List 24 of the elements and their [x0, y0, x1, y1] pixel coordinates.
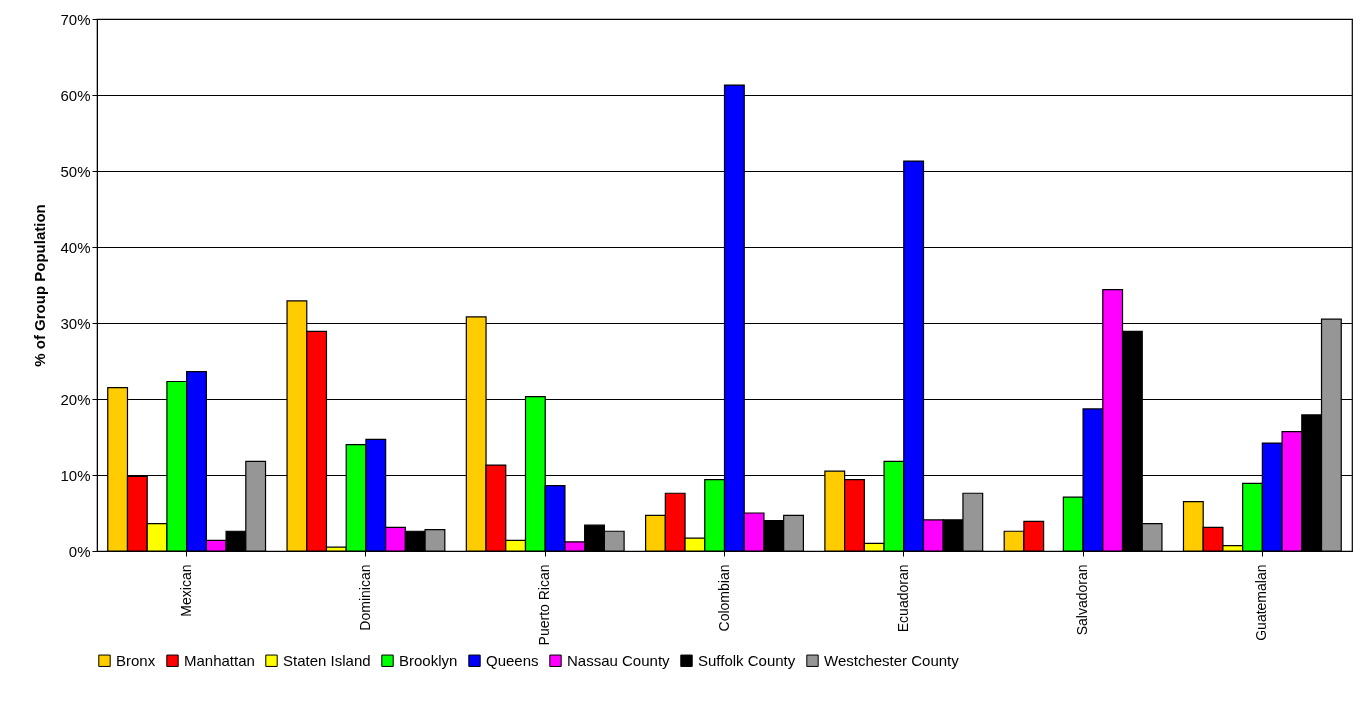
y-tick-label: 40% — [60, 238, 91, 256]
y-tick-label: 70% — [60, 10, 91, 28]
x-tick-label: Colombian — [715, 564, 732, 632]
y-tick-label: 50% — [60, 162, 91, 180]
x-tick-label: Dominican — [356, 564, 373, 631]
legend-label: Queens — [486, 651, 539, 669]
x-tick-label: Puerto Rican — [536, 564, 553, 646]
legend-label: Nassau County — [567, 651, 671, 669]
x-tick-label: Guatemalan — [1253, 564, 1270, 641]
legend-label: Suffolk County — [698, 651, 796, 669]
x-tick-label: Ecuadoran — [894, 564, 911, 633]
legend-label: Westchester County — [824, 651, 960, 669]
legend-label: Brooklyn — [399, 651, 458, 669]
y-axis-title: % of Group Population — [31, 204, 49, 367]
legend-label: Manhattan — [184, 651, 255, 669]
legend-label: Staten Island — [283, 651, 371, 669]
y-tick-label: 20% — [60, 390, 91, 408]
y-tick-label: 0% — [68, 542, 91, 560]
y-tick-label: 60% — [60, 86, 91, 104]
x-tick-label: Salvadoran — [1074, 564, 1091, 636]
legend-label: Bronx — [116, 651, 156, 669]
y-tick-label: 30% — [60, 314, 91, 332]
x-tick-label: Mexican — [177, 564, 194, 617]
y-tick-label: 10% — [60, 466, 91, 484]
